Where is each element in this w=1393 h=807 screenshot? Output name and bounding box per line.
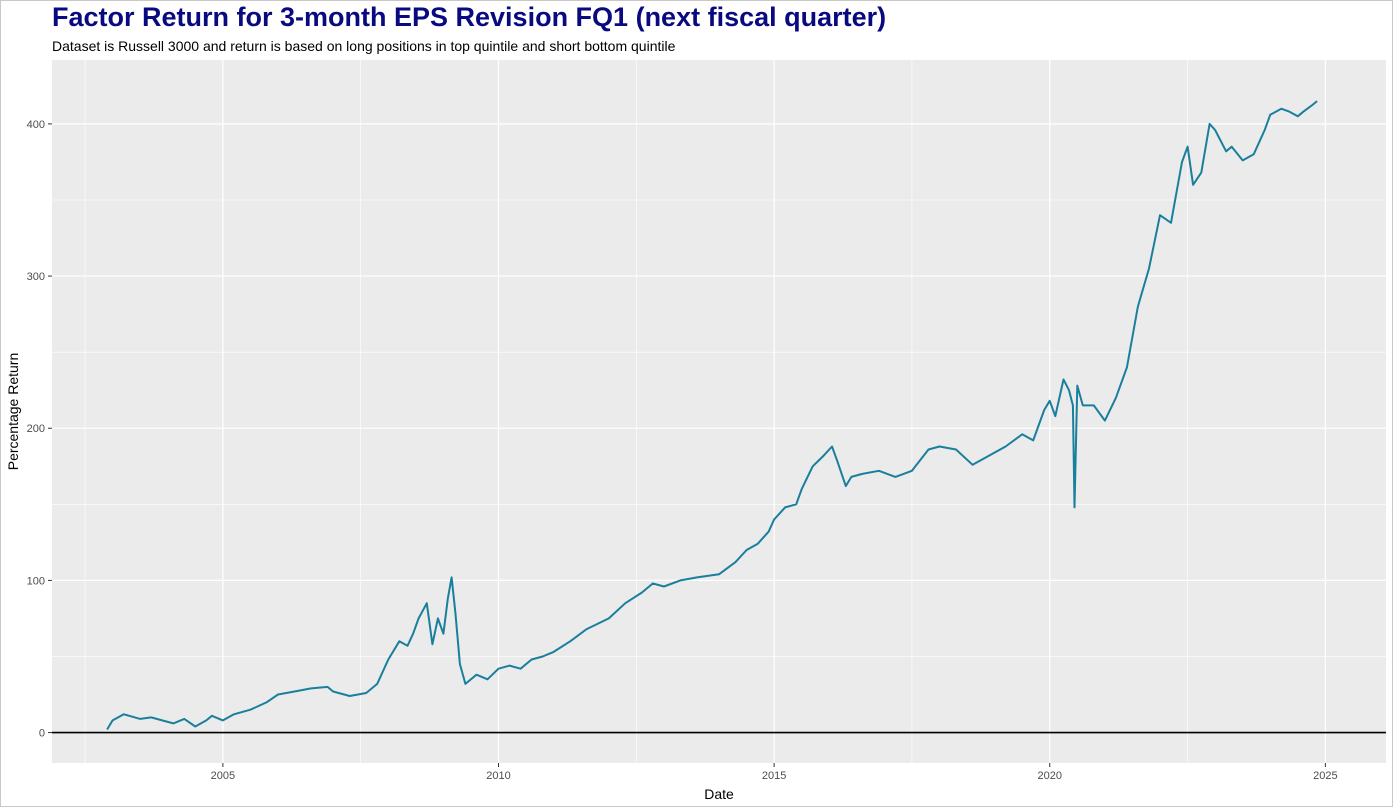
x-tick-label: 2005 [211, 770, 235, 782]
y-tick-label: 400 [27, 119, 45, 131]
series-line [106, 100, 1318, 731]
y-tick-label: 300 [27, 271, 45, 283]
y-tick-label: 0 [39, 728, 45, 740]
x-tick-label: 2015 [762, 770, 786, 782]
x-axis-ticks: 2005 2010 2015 2020 2025 [211, 763, 1338, 782]
y-tick-label: 100 [27, 575, 45, 587]
y-axis-title: Percentage Return [5, 353, 21, 471]
x-tick-label: 2010 [486, 770, 510, 782]
y-axis-ticks: 0 100 200 300 400 [27, 119, 52, 740]
minor-grid [52, 60, 1386, 763]
y-tick-label: 200 [27, 423, 45, 435]
x-tick-label: 2020 [1038, 770, 1062, 782]
plot-panel [52, 60, 1386, 763]
x-tick-label: 2025 [1313, 770, 1337, 782]
chart-title: Factor Return for 3-month EPS Revision F… [52, 2, 887, 32]
chart-subtitle: Dataset is Russell 3000 and return is ba… [52, 38, 676, 54]
x-axis-title: Date [704, 786, 734, 802]
